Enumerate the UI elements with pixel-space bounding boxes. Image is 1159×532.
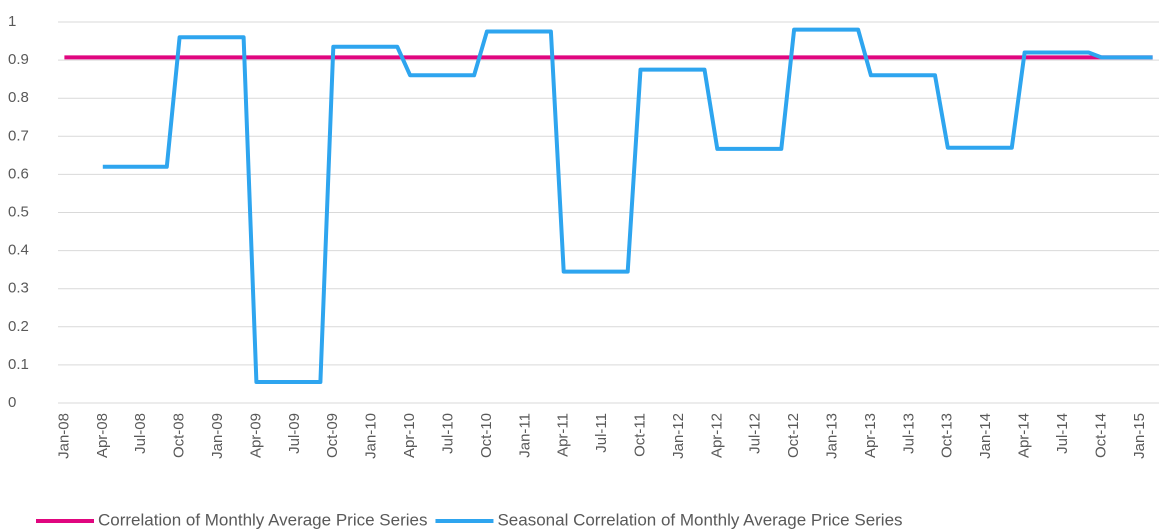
x-tick-label: Oct-14 [1092, 413, 1109, 458]
y-tick-label: 0.9 [8, 51, 29, 68]
y-tick-label: 0.6 [8, 165, 29, 182]
y-tick-label: 0.4 [8, 242, 29, 259]
y-tick-label: 0.1 [8, 356, 29, 373]
series-line [102, 27, 1153, 384]
y-tick-label: 0.2 [8, 318, 29, 335]
y-tick-label: 0 [8, 394, 16, 411]
x-tick-label: Apr-09 [247, 413, 264, 458]
x-tick-label: Jan-12 [670, 413, 687, 459]
y-tick-label: 0.7 [8, 127, 29, 144]
x-tick-label: Apr-12 [708, 413, 725, 458]
x-tick-label: Jul-13 [900, 413, 917, 454]
y-tick-label: 0.8 [8, 89, 29, 106]
x-tick-label: Oct-11 [631, 413, 648, 457]
x-tick-label: Jul-10 [439, 413, 456, 454]
x-tick-label: Jul-12 [747, 413, 764, 454]
x-tick-label: Jan-09 [209, 413, 226, 459]
x-tick-label: Jul-11 [593, 413, 610, 453]
x-tick-label: Jul-09 [286, 413, 303, 454]
y-tick-label: 1 [8, 13, 16, 30]
x-tick-label: Oct-08 [171, 413, 188, 458]
x-tick-label: Oct-09 [324, 413, 341, 458]
x-tick-label: Jul-14 [1054, 413, 1071, 454]
y-tick-label: 0.5 [8, 203, 29, 220]
x-tick-label: Jan-08 [55, 413, 72, 459]
x-tick-label: Jan-13 [824, 413, 841, 459]
x-tick-label: Jan-14 [977, 413, 994, 459]
x-tick-label: Apr-11 [555, 413, 572, 457]
y-tick-label: 0.3 [8, 280, 29, 297]
x-tick-label: Apr-13 [862, 413, 879, 458]
x-tick-label: Jan-10 [363, 413, 380, 459]
x-tick-label: Oct-13 [939, 413, 956, 458]
x-tick-label: Apr-08 [94, 413, 111, 458]
x-tick-label: Oct-12 [785, 413, 802, 458]
legend-label: Correlation of Monthly Average Price Ser… [98, 510, 427, 529]
legend-label: Seasonal Correlation of Monthly Average … [497, 510, 902, 529]
x-tick-label: Oct-10 [478, 413, 495, 458]
x-tick-label: Apr-10 [401, 413, 418, 458]
x-tick-label: Jan-11 [516, 413, 533, 458]
x-tick-label: Apr-14 [1016, 413, 1033, 458]
x-tick-label: Jul-08 [132, 413, 149, 454]
x-tick-label: Jan-15 [1131, 413, 1148, 459]
